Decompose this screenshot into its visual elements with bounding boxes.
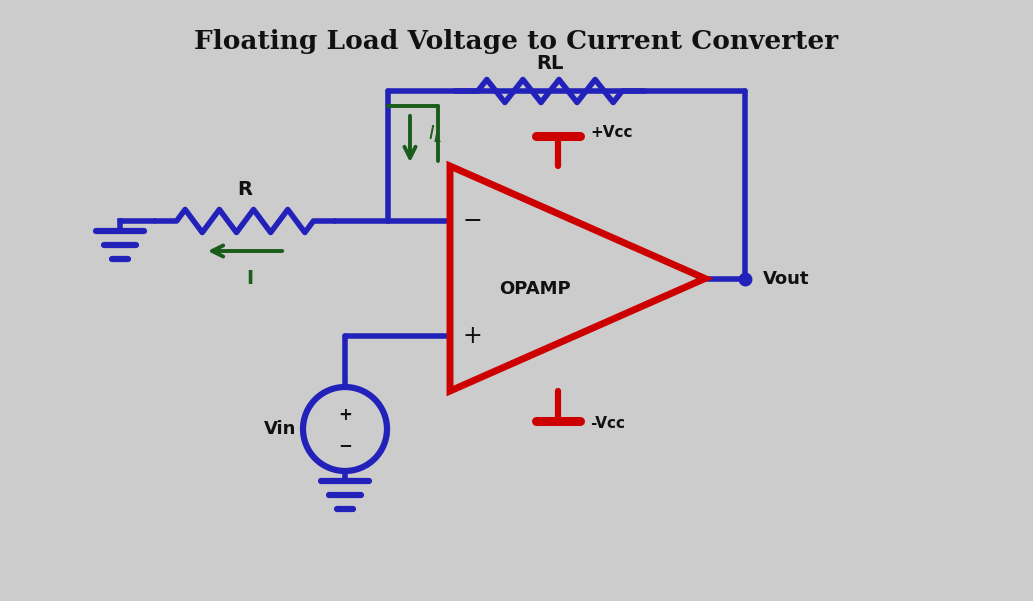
Text: Vout: Vout <box>763 269 810 287</box>
Text: R: R <box>238 180 252 199</box>
Text: Floating Load Voltage to Current Converter: Floating Load Voltage to Current Convert… <box>194 28 838 53</box>
Text: OPAMP: OPAMP <box>499 279 571 297</box>
Text: +Vcc: +Vcc <box>590 126 632 141</box>
Text: RL: RL <box>536 54 564 73</box>
Text: Vin: Vin <box>263 420 296 438</box>
Text: −: − <box>338 436 352 454</box>
Text: I: I <box>247 269 253 288</box>
Text: -Vcc: -Vcc <box>590 416 625 432</box>
Text: $I_L$: $I_L$ <box>428 123 442 145</box>
Text: +: + <box>462 324 481 348</box>
Text: −: − <box>462 209 481 233</box>
Text: +: + <box>338 406 352 424</box>
